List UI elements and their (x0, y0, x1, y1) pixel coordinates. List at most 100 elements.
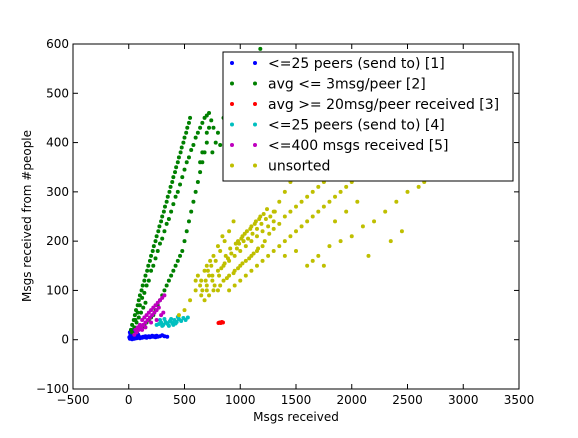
data-point (272, 209, 277, 214)
data-point (161, 209, 166, 214)
y-tick-label: 600 (46, 37, 69, 51)
data-point (140, 327, 145, 332)
data-point (180, 249, 185, 253)
data-point (251, 251, 256, 256)
data-point (193, 288, 198, 293)
y-axis-label: Msgs received from #people (20, 130, 34, 302)
data-point (257, 216, 262, 221)
data-point (383, 209, 388, 214)
data-point (185, 125, 190, 130)
data-point (294, 249, 298, 253)
ticks-layer: −500 0 500 1000 1500 2000 2500 3000 3500 −100 0 100… (36, 37, 534, 407)
legend-marker (253, 61, 257, 65)
data-point (282, 253, 287, 258)
data-point (175, 160, 180, 165)
legend-marker (253, 163, 257, 168)
data-point (160, 323, 165, 328)
data-point (243, 258, 248, 263)
data-point (132, 313, 137, 318)
data-point (294, 229, 298, 234)
data-point (173, 321, 178, 326)
data-point (299, 224, 304, 229)
data-point (173, 263, 178, 268)
data-point (162, 204, 167, 209)
legend-marker (230, 81, 234, 86)
data-point (220, 234, 225, 239)
data-point (405, 189, 410, 194)
y-tick-label: 100 (46, 283, 69, 297)
data-point (198, 160, 203, 165)
legend: <=25 peers (send to) [1] avg <= 3msg/peer… (222, 51, 514, 182)
data-point (321, 204, 326, 209)
x-tick-label: 3000 (448, 393, 479, 407)
data-point (218, 143, 223, 148)
data-point (221, 278, 226, 283)
data-point (151, 244, 156, 249)
data-point (277, 221, 282, 226)
legend-marker (230, 143, 234, 147)
data-point (184, 130, 189, 135)
data-point (258, 46, 263, 51)
data-point (260, 229, 265, 234)
data-point (327, 244, 332, 249)
x-tick-label: 1000 (225, 393, 256, 407)
data-point (203, 278, 208, 283)
data-point (169, 273, 174, 278)
data-point (140, 295, 145, 300)
data-point (394, 199, 399, 204)
data-point (233, 241, 238, 246)
legend-label: avg <= 3msg/peer [2] (268, 77, 426, 93)
data-point (215, 268, 220, 273)
data-point (174, 165, 179, 170)
data-point (200, 288, 205, 293)
data-point (154, 318, 159, 322)
data-point (254, 263, 259, 268)
data-point (225, 256, 230, 261)
data-point (333, 219, 338, 224)
data-point (195, 180, 200, 184)
data-point (256, 246, 261, 251)
data-point (166, 323, 171, 328)
data-point (205, 268, 210, 273)
data-point (166, 216, 171, 221)
data-point (157, 241, 162, 246)
data-point (231, 271, 236, 276)
legend-marker (253, 102, 257, 106)
data-point (316, 184, 321, 189)
data-point (282, 239, 287, 244)
data-point (156, 229, 161, 234)
data-point (210, 278, 215, 283)
data-point (137, 303, 142, 308)
data-point (184, 160, 189, 165)
data-point (254, 226, 259, 231)
data-point (142, 278, 147, 283)
data-point (141, 305, 146, 310)
data-point (147, 258, 152, 263)
data-point (186, 120, 191, 125)
data-point (316, 253, 321, 258)
data-point (271, 219, 276, 224)
data-point (144, 283, 149, 288)
data-point (294, 204, 298, 209)
y-tick-label: −100 (36, 382, 69, 396)
data-point (193, 278, 198, 283)
data-point (139, 288, 144, 293)
data-point (149, 320, 154, 325)
data-point (165, 334, 170, 339)
data-point (185, 315, 190, 320)
data-point (154, 234, 159, 239)
data-point (222, 239, 227, 244)
data-point (305, 219, 310, 224)
data-point (164, 320, 169, 325)
x-tick-label: 2500 (392, 393, 423, 407)
data-point (178, 150, 183, 155)
data-point (218, 283, 223, 288)
x-tick-label: −500 (57, 393, 90, 407)
data-point (199, 293, 204, 298)
data-point (162, 317, 167, 322)
data-point (175, 258, 180, 263)
data-point (179, 318, 184, 323)
data-point (265, 207, 270, 212)
data-point (159, 219, 164, 224)
data-point (349, 234, 354, 239)
